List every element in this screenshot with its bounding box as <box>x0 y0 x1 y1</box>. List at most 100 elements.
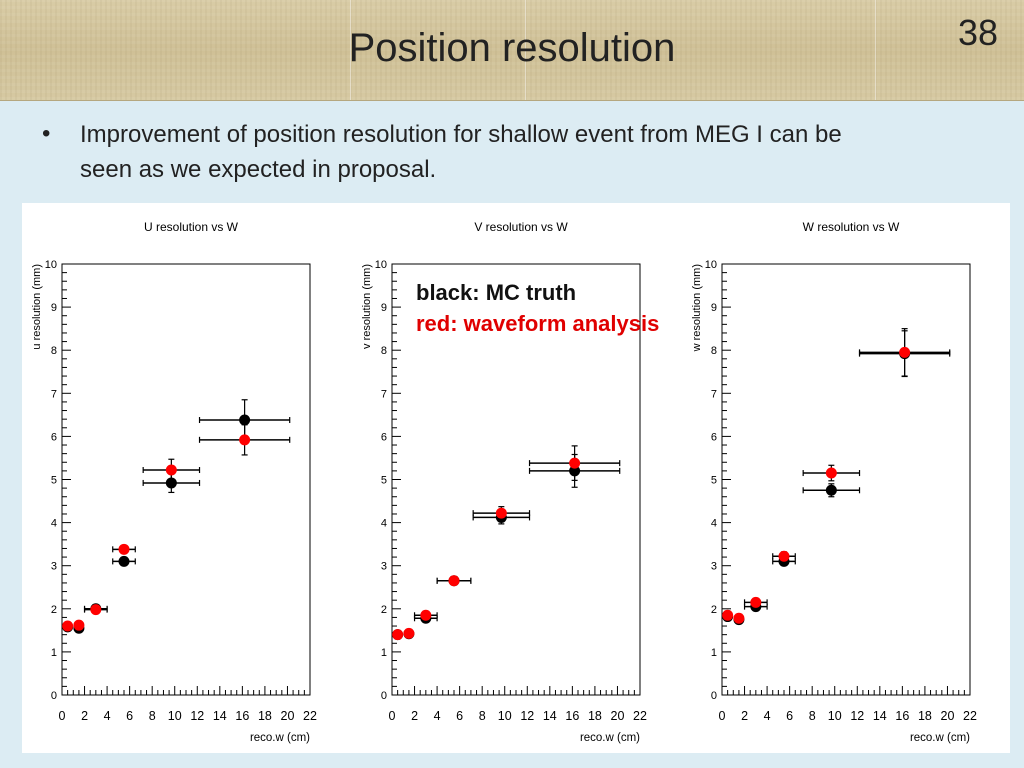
x-tick-label: 8 <box>479 709 486 723</box>
mc-truth-point <box>825 484 837 496</box>
y-axis-label: v resolution (mm) <box>361 264 373 349</box>
x-tick-label: 22 <box>303 709 317 723</box>
y-tick-label: 8 <box>381 345 387 357</box>
waveform-point <box>825 467 837 479</box>
y-tick-label: 9 <box>711 302 717 314</box>
x-tick-label: 20 <box>611 709 625 723</box>
y-tick-label: 1 <box>711 647 717 659</box>
x-axis-label: reco.w (cm) <box>910 732 970 744</box>
mc-truth-point <box>239 414 251 426</box>
slide-header: Position resolution 38 <box>0 0 1024 101</box>
legend: black: MC truth red: waveform analysis <box>416 277 659 339</box>
x-tick-label: 22 <box>633 709 647 723</box>
x-tick-label: 0 <box>389 709 396 723</box>
waveform-point <box>90 604 102 616</box>
waveform-point <box>165 464 177 476</box>
legend-mc-truth: black: MC truth <box>416 280 577 305</box>
y-tick-label: 6 <box>51 431 57 443</box>
y-tick-label: 5 <box>711 475 717 487</box>
chart-title: V resolution vs W <box>474 220 568 234</box>
y-tick-label: 10 <box>375 259 387 271</box>
y-tick-label: 8 <box>51 345 57 357</box>
x-tick-label: 4 <box>764 709 771 723</box>
x-tick-label: 2 <box>741 709 748 723</box>
waveform-point <box>569 457 581 469</box>
chart-title: W resolution vs W <box>803 220 900 234</box>
y-tick-label: 5 <box>381 475 387 487</box>
y-tick-label: 4 <box>711 518 717 530</box>
page-number: 38 <box>957 12 998 53</box>
x-tick-label: 22 <box>963 709 977 723</box>
mc-truth-point <box>118 555 130 567</box>
y-axis-label: w resolution (mm) <box>691 264 703 352</box>
x-tick-label: 8 <box>809 709 816 723</box>
x-tick-label: 14 <box>873 709 887 723</box>
legend-waveform: red: waveform analysis <box>416 311 660 336</box>
x-tick-label: 14 <box>213 709 227 723</box>
y-tick-label: 9 <box>51 302 57 314</box>
y-tick-label: 4 <box>381 518 387 530</box>
y-tick-label: 0 <box>711 690 717 702</box>
y-tick-label: 10 <box>45 259 57 271</box>
waveform-point <box>899 346 911 358</box>
x-tick-label: 10 <box>498 709 512 723</box>
plot-frame <box>61 263 311 696</box>
y-tick-label: 8 <box>711 345 717 357</box>
waveform-point <box>733 612 745 624</box>
y-tick-label: 7 <box>711 388 717 400</box>
waveform-point <box>239 434 251 446</box>
y-tick-label: 2 <box>381 604 387 616</box>
x-tick-label: 16 <box>235 709 249 723</box>
chart-title: U resolution vs W <box>144 220 239 234</box>
header-seam <box>875 0 876 100</box>
x-tick-label: 18 <box>918 709 932 723</box>
x-tick-label: 10 <box>168 709 182 723</box>
waveform-point <box>722 609 734 621</box>
x-tick-label: 0 <box>719 709 726 723</box>
bullet-text: Improvement of position resolution for s… <box>80 121 842 183</box>
y-tick-label: 3 <box>51 561 57 573</box>
bullet-marker: • <box>42 120 51 147</box>
y-tick-label: 6 <box>381 431 387 443</box>
x-axis-label: reco.w (cm) <box>250 732 310 744</box>
x-tick-label: 18 <box>258 709 272 723</box>
y-tick-label: 3 <box>711 561 717 573</box>
waveform-point <box>118 543 130 555</box>
y-tick-label: 3 <box>381 561 387 573</box>
x-tick-label: 14 <box>543 709 557 723</box>
plot-frame <box>721 263 971 696</box>
waveform-point <box>420 609 432 621</box>
x-tick-label: 6 <box>456 709 463 723</box>
waveform-point <box>495 507 507 519</box>
x-tick-label: 10 <box>828 709 842 723</box>
y-tick-label: 1 <box>51 647 57 659</box>
y-tick-label: 0 <box>51 690 57 702</box>
waveform-point <box>73 619 85 631</box>
x-tick-label: 12 <box>190 709 204 723</box>
figure-panel <box>22 203 1010 753</box>
x-tick-label: 4 <box>104 709 111 723</box>
y-tick-label: 9 <box>381 302 387 314</box>
y-tick-label: 4 <box>51 518 57 530</box>
waveform-point <box>750 596 762 608</box>
x-tick-label: 18 <box>588 709 602 723</box>
y-tick-label: 1 <box>381 647 387 659</box>
x-tick-label: 6 <box>126 709 133 723</box>
y-tick-label: 10 <box>705 259 717 271</box>
waveform-point <box>778 550 790 562</box>
header-seam <box>350 0 351 100</box>
y-tick-label: 2 <box>711 604 717 616</box>
x-tick-label: 20 <box>941 709 955 723</box>
y-tick-label: 0 <box>381 690 387 702</box>
y-tick-label: 7 <box>51 388 57 400</box>
y-tick-label: 6 <box>711 431 717 443</box>
header-seam <box>525 0 526 100</box>
x-tick-label: 8 <box>149 709 156 723</box>
waveform-point <box>392 629 404 641</box>
x-tick-label: 2 <box>81 709 88 723</box>
y-axis-label: u resolution (mm) <box>31 264 43 350</box>
x-tick-label: 20 <box>281 709 295 723</box>
x-axis-label: reco.w (cm) <box>580 732 640 744</box>
waveform-point <box>448 575 460 587</box>
